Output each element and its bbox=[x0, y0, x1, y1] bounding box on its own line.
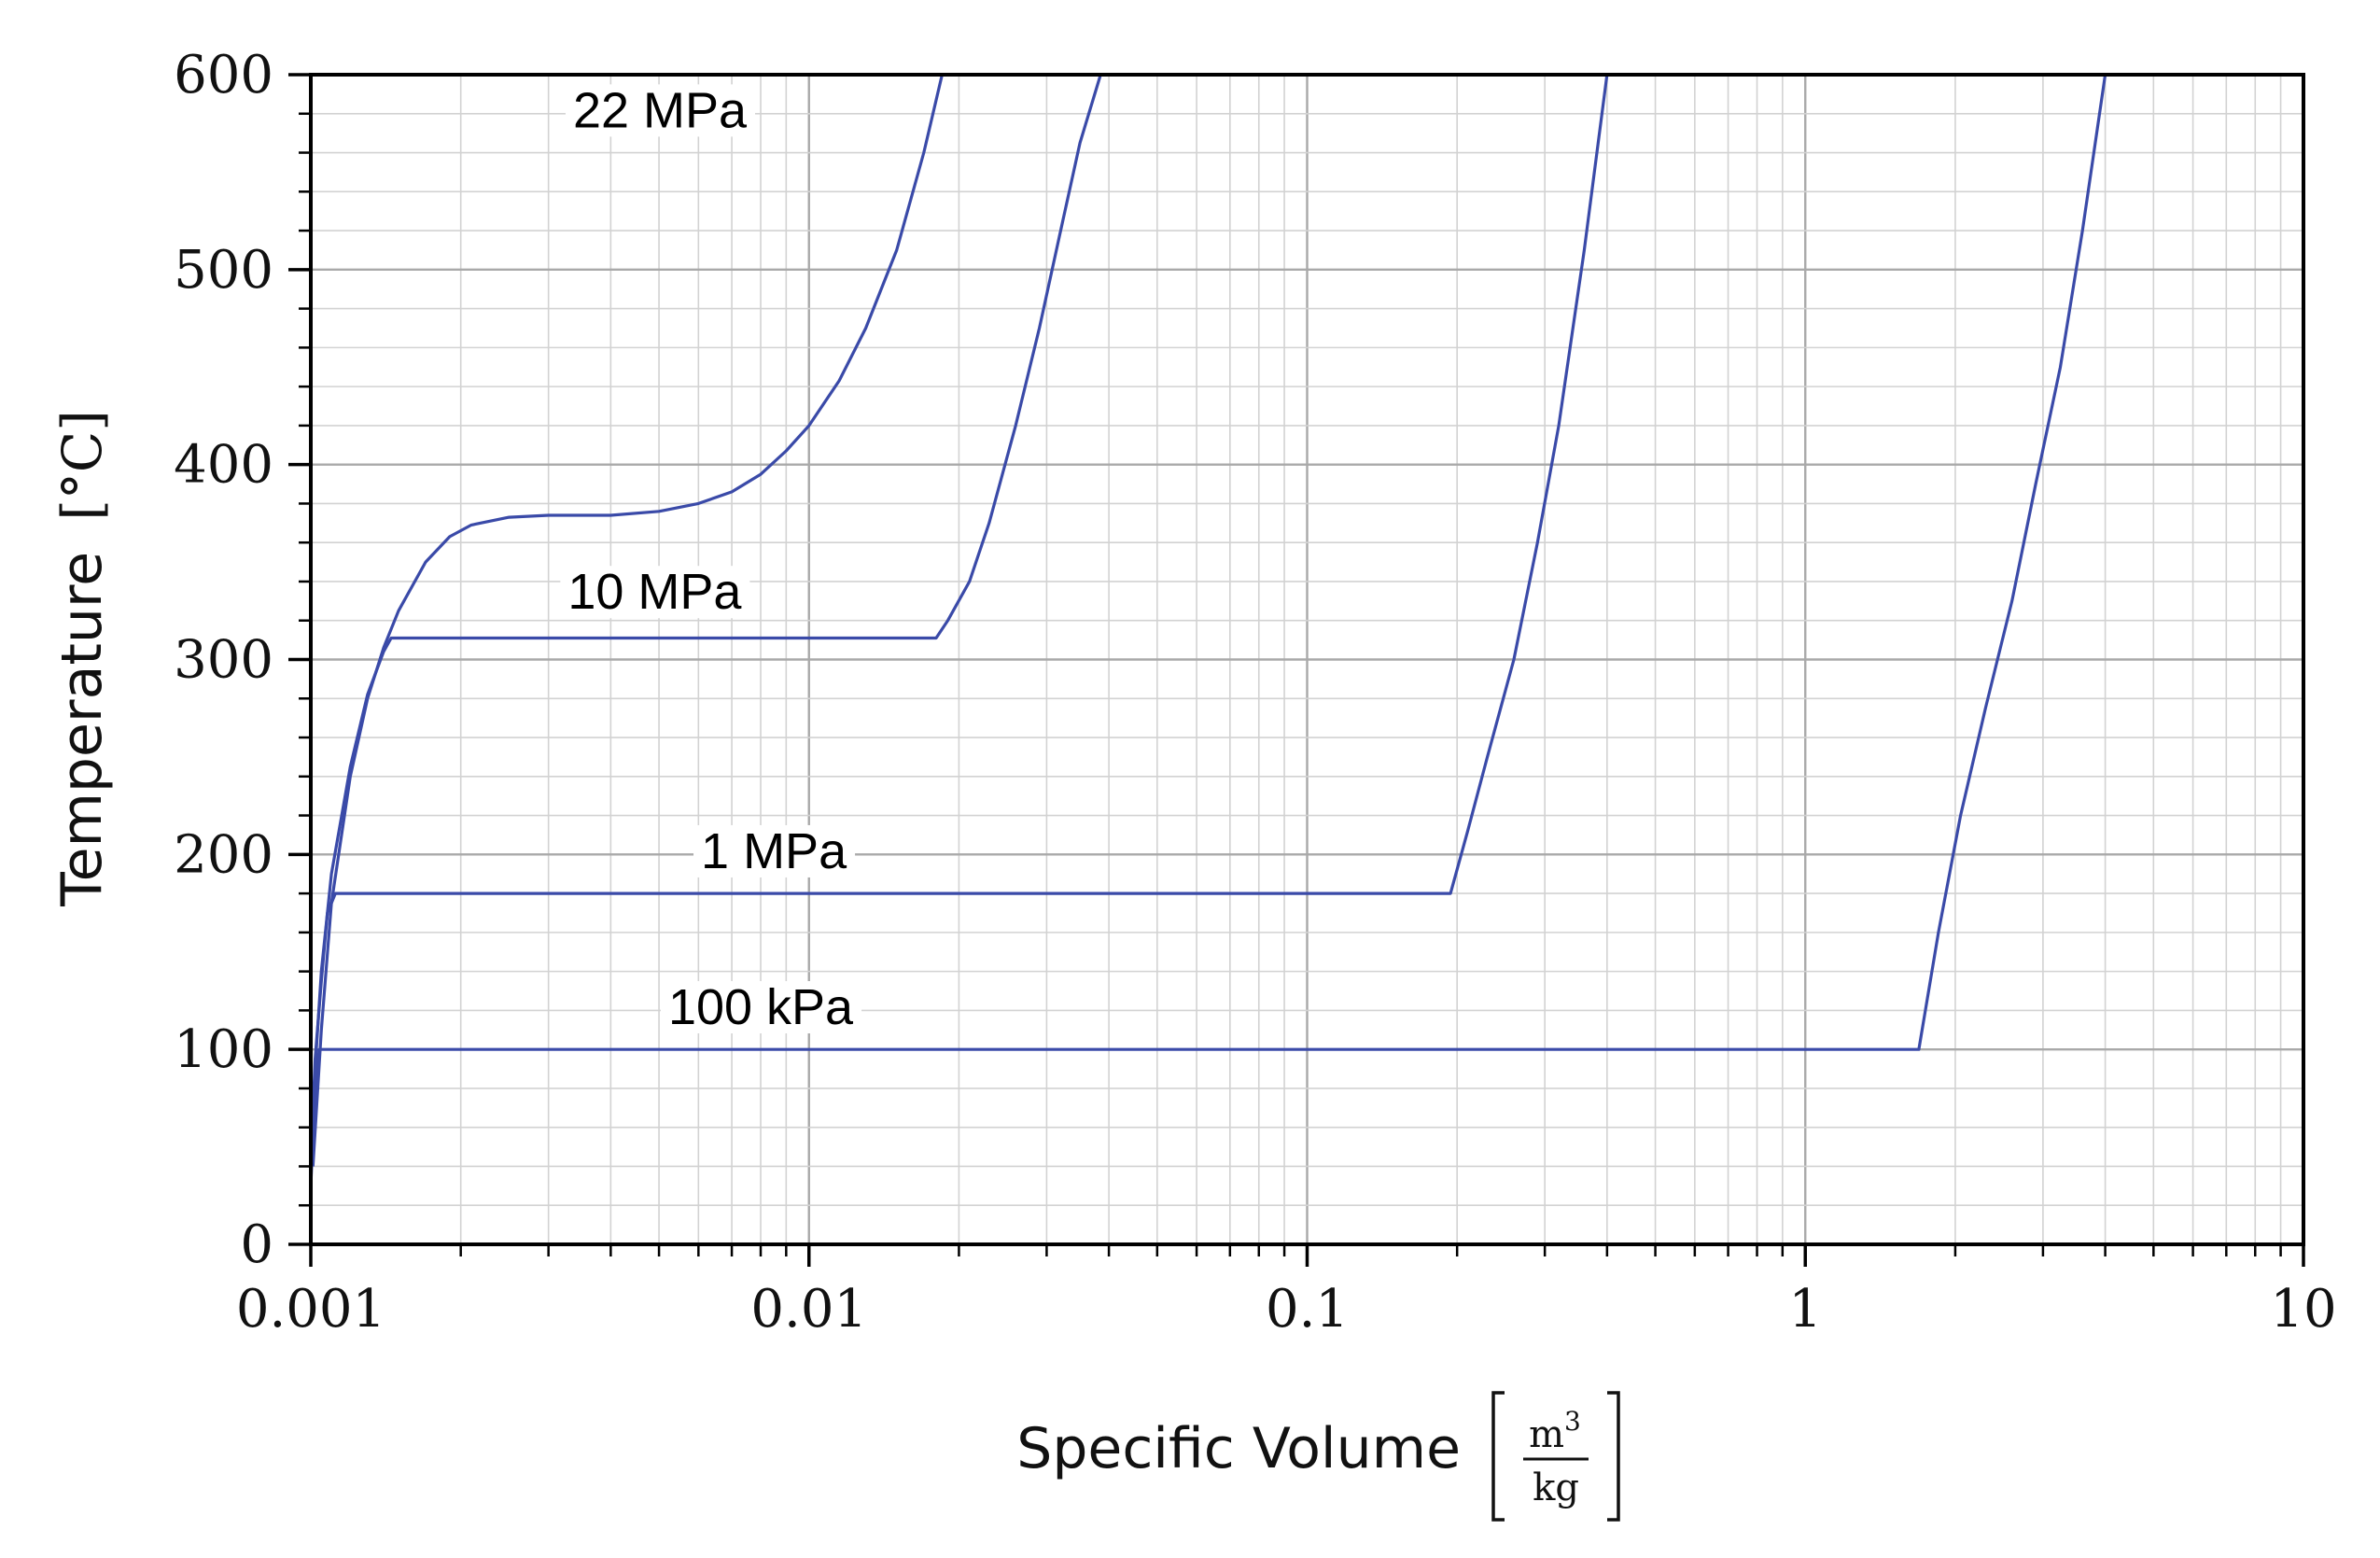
curve-label: 22 MPa bbox=[565, 82, 756, 138]
y-tick-label: 0 bbox=[240, 1214, 273, 1275]
isobar-line-10-mpa bbox=[309, 74, 1102, 1167]
isobar-line-1-mpa bbox=[309, 74, 1609, 1167]
y-axis-title: Temperature [°C] bbox=[49, 410, 115, 907]
curve-label: 100 kPa bbox=[660, 979, 862, 1035]
curve-label-background bbox=[693, 824, 856, 877]
unit-bracket-right bbox=[1607, 1391, 1620, 1522]
curve-label-text: 1 MPa bbox=[701, 823, 847, 879]
unit-bracket-left bbox=[1491, 1391, 1505, 1522]
svg-text:Temperature [°C]: Temperature [°C] bbox=[49, 410, 115, 907]
curve-label-background bbox=[660, 981, 862, 1034]
curves bbox=[309, 74, 2107, 1186]
x-tick-label: 0.1 bbox=[1266, 1279, 1349, 1340]
y-tick-label: 100 bbox=[174, 1019, 273, 1080]
y-tick-label: 200 bbox=[174, 824, 273, 885]
curve-label-background bbox=[560, 566, 750, 619]
x-axis-title: Specific Volume m3 kg bbox=[1016, 1391, 1620, 1522]
unit-denominator: kg bbox=[1533, 1467, 1579, 1509]
y-tick-label: 300 bbox=[174, 630, 273, 691]
curve-label-text: 100 kPa bbox=[668, 979, 854, 1035]
curve-label: 10 MPa bbox=[560, 564, 750, 620]
isobar-line-100-kpa bbox=[309, 74, 2107, 1186]
curve-labels: 22 MPa 10 MPa 1 MPa 100 kPa bbox=[560, 82, 862, 1035]
x-axis-unit: m3 kg bbox=[1491, 1391, 1620, 1522]
x-axis-label: Specific Volume bbox=[1016, 1416, 1461, 1481]
curve-label-text: 22 MPa bbox=[573, 82, 748, 138]
ticks bbox=[288, 73, 2305, 1267]
y-axis-label: Temperature bbox=[49, 552, 115, 907]
curve-label-background bbox=[565, 84, 756, 137]
x-tick-label: 0.001 bbox=[236, 1279, 385, 1340]
y-tick-label: 500 bbox=[174, 240, 273, 301]
y-axis-unit: [°C] bbox=[50, 410, 114, 521]
curve-label-text: 10 MPa bbox=[567, 564, 742, 620]
x-tick-label: 0.01 bbox=[750, 1279, 867, 1340]
x-tick-label: 10 bbox=[2270, 1279, 2336, 1340]
y-tick-label: 600 bbox=[174, 45, 273, 105]
curve-label: 1 MPa bbox=[693, 823, 856, 879]
unit-numerator: m3 bbox=[1529, 1406, 1581, 1456]
x-tick-label: 1 bbox=[1788, 1279, 1822, 1340]
y-tick-label: 400 bbox=[174, 435, 273, 496]
